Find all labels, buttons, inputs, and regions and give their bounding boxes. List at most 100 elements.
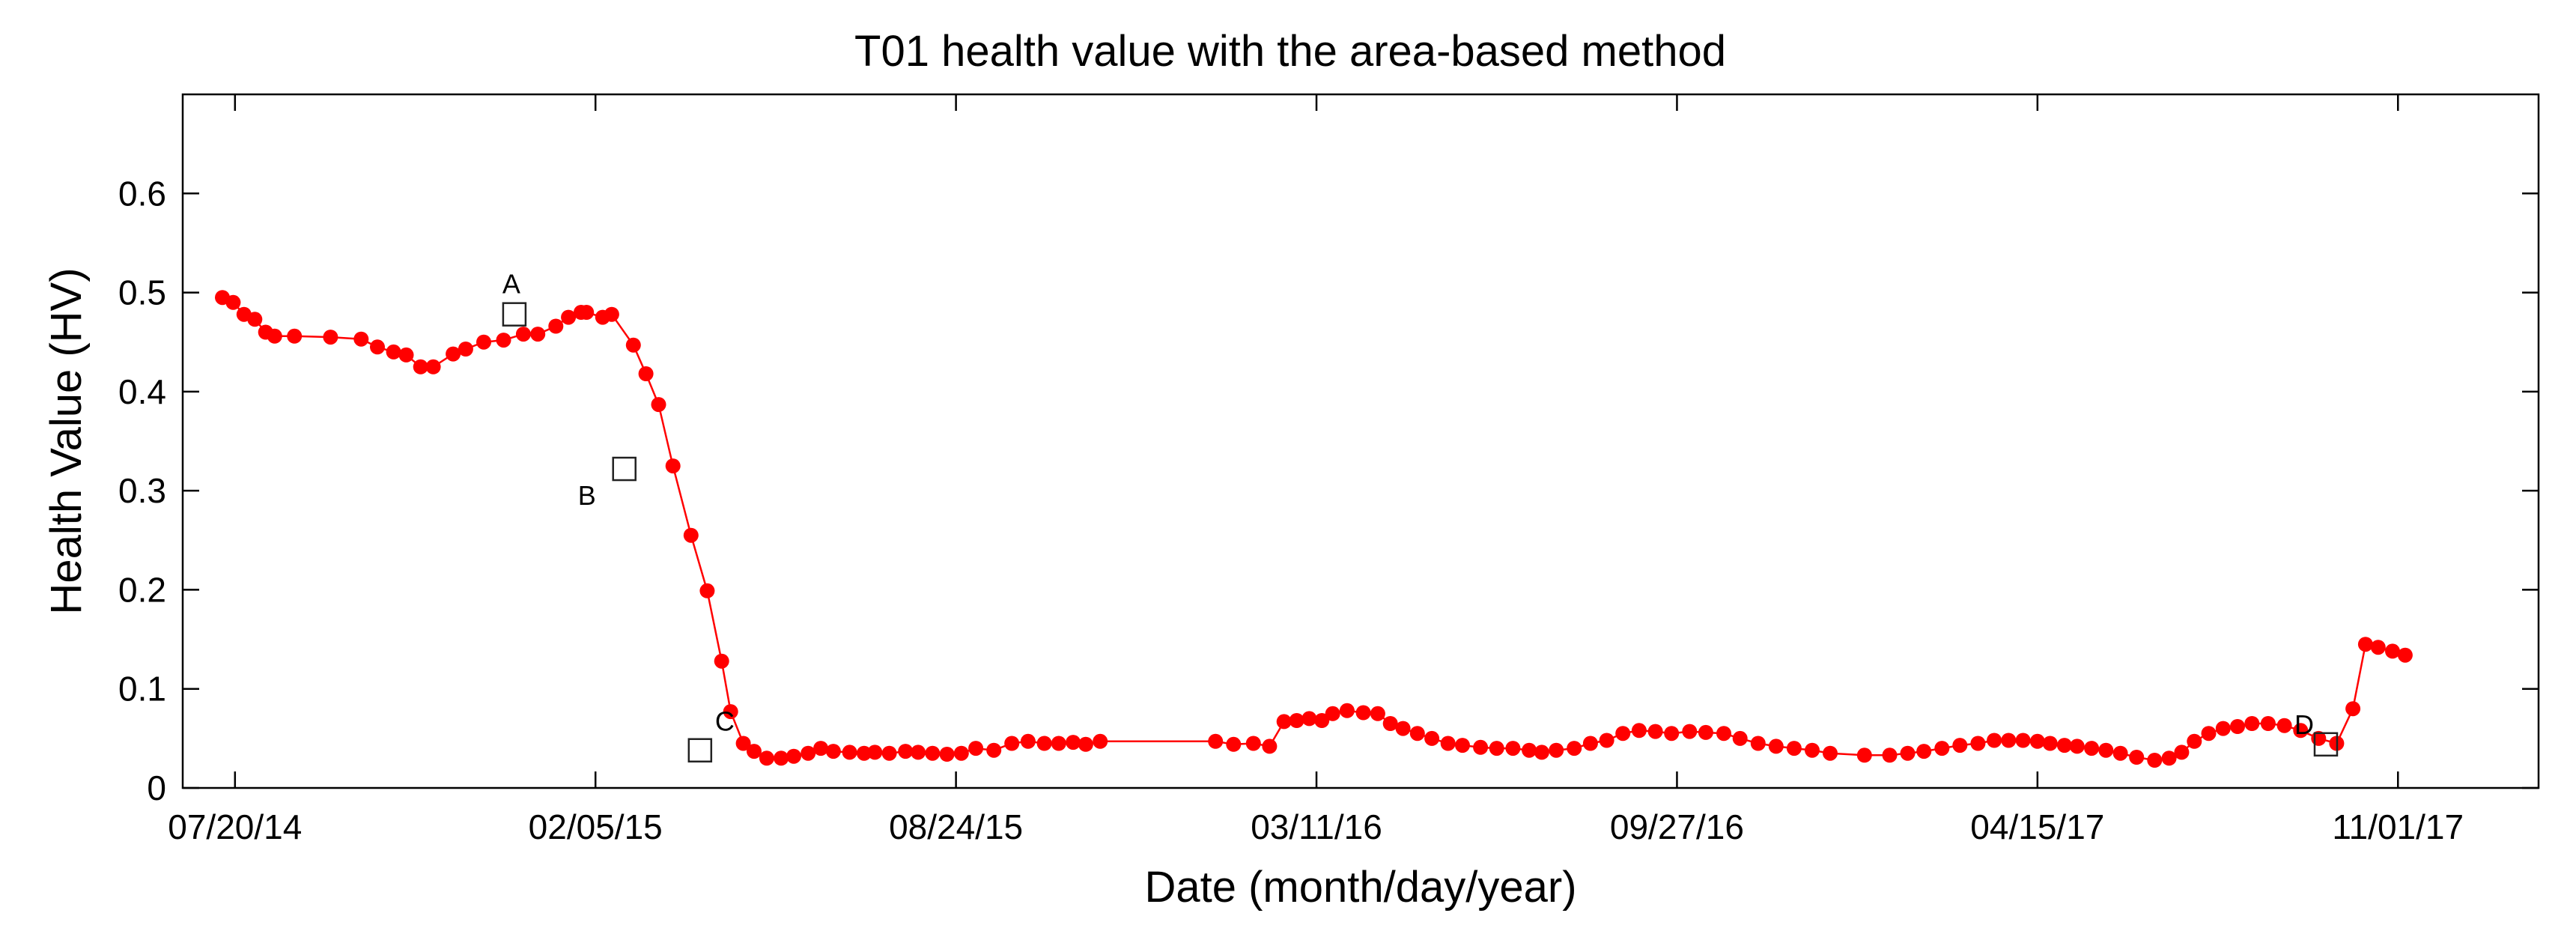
data-point	[247, 312, 263, 327]
data-point	[986, 742, 1002, 758]
data-point	[1051, 736, 1066, 751]
data-point	[1768, 739, 1784, 754]
data-point	[2230, 719, 2245, 734]
data-point	[1066, 735, 1081, 750]
data-point	[1262, 739, 1278, 754]
data-point	[2029, 733, 2045, 749]
data-point	[1370, 706, 1385, 721]
chart-title: T01 health value with the area-based met…	[854, 27, 1726, 76]
data-point	[458, 342, 473, 357]
data-point	[476, 334, 491, 350]
data-point	[953, 745, 969, 761]
data-point	[398, 347, 414, 363]
y-axis-label: Health Value (HV)	[42, 267, 91, 614]
data-point	[2244, 716, 2260, 731]
data-point	[638, 366, 654, 381]
data-point	[1599, 733, 1614, 748]
data-point	[2001, 733, 2017, 748]
annotation-label: C	[715, 706, 735, 737]
x-tick-label: 09/27/16	[1610, 807, 1744, 846]
data-point	[323, 330, 338, 345]
data-point	[1805, 742, 1820, 758]
data-point	[1952, 738, 1968, 753]
data-point	[1567, 741, 1582, 756]
data-point	[2201, 726, 2217, 742]
axis-ticks: 07/20/14 02/05/15 08/24/15 03/11/16 09/27/16…	[118, 94, 2539, 846]
data-point	[813, 741, 829, 756]
data-point	[1750, 736, 1766, 751]
data-point	[2293, 723, 2309, 739]
marker-box	[612, 456, 637, 482]
data-point	[496, 333, 511, 348]
data-point	[1716, 726, 1731, 742]
data-point	[1409, 726, 1425, 742]
data-point	[2112, 745, 2128, 761]
data-point	[386, 344, 401, 360]
data-point	[2370, 640, 2386, 655]
x-tick-label: 07/20/14	[168, 807, 302, 846]
data-point	[911, 745, 926, 760]
data-point	[425, 359, 441, 374]
data-point	[939, 747, 955, 762]
data-point	[683, 527, 699, 543]
data-point	[353, 331, 369, 347]
data-point	[774, 750, 789, 766]
x-tick-label: 08/24/15	[889, 807, 1023, 846]
y-tick-label: 0.4	[118, 372, 166, 411]
data-point	[548, 318, 564, 334]
data-point	[1856, 747, 1872, 763]
data-point	[2042, 736, 2058, 751]
y-tick-label: 0.2	[118, 570, 166, 609]
annotation-label: B	[578, 480, 596, 511]
data-point	[370, 339, 385, 355]
data-point	[1093, 733, 1108, 749]
data-point	[1664, 726, 1680, 742]
data-point	[699, 583, 715, 598]
data-point	[2056, 738, 2072, 753]
data-point	[1276, 714, 1292, 730]
data-point	[2260, 716, 2276, 731]
data-point	[759, 750, 774, 766]
data-point	[2129, 750, 2145, 765]
data-point	[625, 337, 641, 353]
annotation-label: D	[2294, 709, 2314, 740]
data-point	[2397, 647, 2413, 663]
data-point	[1245, 736, 1261, 751]
data-point	[1440, 736, 1456, 751]
data-point	[898, 744, 914, 759]
data-point	[1455, 738, 1470, 753]
y-tick-label: 0	[147, 768, 166, 807]
marker-box	[687, 738, 713, 762]
data-point	[2147, 753, 2163, 768]
data-point	[561, 309, 577, 325]
data-point	[801, 745, 816, 761]
data-point	[1698, 724, 1713, 740]
data-point	[2015, 733, 2031, 748]
data-point	[1382, 716, 1398, 731]
data-point	[1325, 706, 1340, 721]
data-point	[1970, 736, 1986, 751]
x-tick-label: 02/05/15	[529, 807, 663, 846]
data-point	[1208, 733, 1224, 749]
y-tick-label: 0.1	[118, 670, 166, 709]
data-point	[2187, 733, 2202, 749]
data-point	[1473, 739, 1489, 755]
data-point	[1987, 733, 2002, 748]
annotation-label: A	[502, 269, 520, 300]
data-point	[1020, 733, 1036, 749]
data-point	[1078, 736, 1093, 752]
data-point	[2069, 739, 2085, 754]
data-point	[1882, 747, 1898, 763]
data-point	[714, 653, 729, 669]
data-point	[1489, 741, 1504, 756]
data-point	[2084, 741, 2100, 756]
data-point	[515, 327, 531, 342]
data-point	[747, 744, 762, 759]
data-point	[1505, 741, 1521, 756]
data-point	[1036, 736, 1052, 751]
marker-box	[2313, 732, 2339, 757]
data-point	[1004, 736, 1020, 751]
data-point	[1631, 723, 1647, 739]
data-point	[1534, 745, 1549, 760]
data-point	[1549, 742, 1564, 758]
